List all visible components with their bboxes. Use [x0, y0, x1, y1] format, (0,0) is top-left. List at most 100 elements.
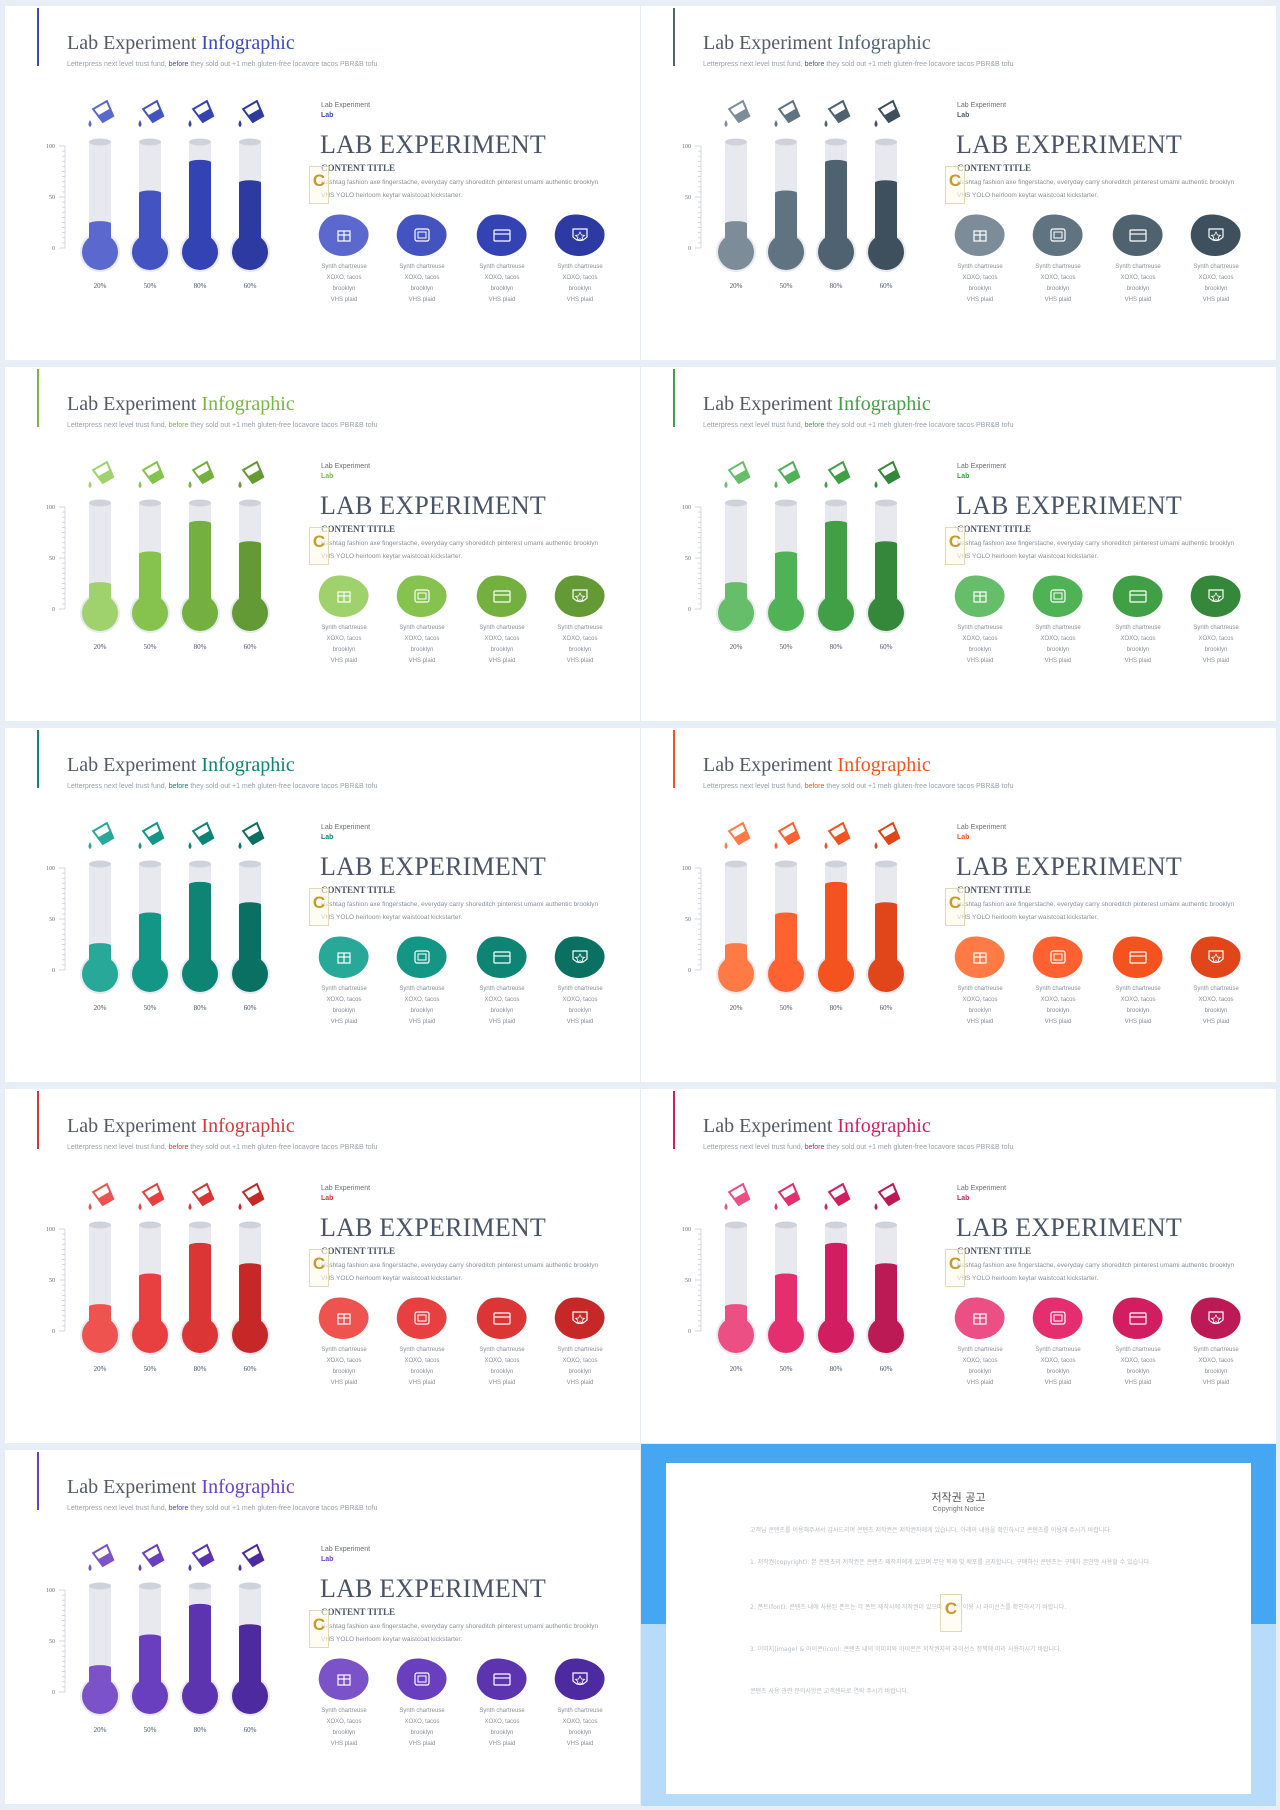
pouring-beaker-icon [91, 99, 115, 124]
small-label: Lab Experiment [321, 1185, 371, 1192]
feature-caption: Synth chartreuse XOXO, tacos brooklyn VHS … [1189, 984, 1243, 1028]
test-tube-chart: 100 50 0 20% 50% 80% 60% [46, 99, 270, 290]
big-title: LAB EXPERIMENT [956, 130, 1182, 159]
title-highlight: Infographic [201, 1476, 295, 1498]
caption-line: VHS plaid [966, 1019, 994, 1025]
drop-icon [874, 842, 878, 849]
notice-paragraph: 2. 폰트(font): 콘텐츠 내에 사용된 폰트는 각 폰트 제작사에 저작… [750, 1604, 1067, 1611]
caption-line: VHS plaid [1202, 297, 1230, 303]
caption-line: Synth chartreuse [399, 1347, 445, 1353]
pouring-beaker-icon [727, 99, 751, 124]
tube-percent-label: 80% [194, 1726, 207, 1734]
pouring-beaker-icon [727, 1182, 751, 1207]
caption-line: Synth chartreuse [321, 625, 367, 631]
infographic-slide-red: Lab Experiment Infographic Letterpress n… [5, 1089, 640, 1443]
body-text: Hashtag fashion axe fingerstache, everyd… [321, 1262, 599, 1282]
infographic-slide-green: Lab Experiment Infographic Letterpress n… [641, 367, 1276, 721]
caption-line: Synth chartreuse [479, 264, 525, 270]
drop-icon [138, 842, 142, 849]
y-tick-label: 50 [685, 1278, 691, 1284]
badge-icon [554, 214, 605, 256]
content-title: CONTENT TITLE [321, 1607, 395, 1617]
tube-percent-label: 20% [730, 282, 743, 290]
caption-line: Synth chartreuse [1193, 986, 1239, 992]
image-icon [1032, 214, 1083, 256]
notice-paragraph: 고객님 콘텐츠를 이용해주셔서 감사드리며 콘텐츠 저작권은 저작권자에게 있습… [750, 1527, 1112, 1534]
y-tick-label: 0 [688, 246, 691, 252]
subtitle-text: they sold out +1 meh gluten-free locavor… [824, 422, 1014, 429]
big-title: LAB EXPERIMENT [956, 1213, 1182, 1242]
tube-percent-label: 80% [194, 282, 207, 290]
subtitle-before: before [804, 783, 825, 790]
drop-icon [188, 120, 192, 127]
feature-item: Synth chartreuse XOXO, tacos brooklyn VHS … [395, 212, 449, 306]
body-text: Hashtag fashion axe fingerstache, everyd… [321, 1623, 599, 1643]
drop-icon [824, 481, 828, 488]
tube-liquid [139, 554, 161, 609]
caption-line: XOXO, tacos brooklyn [562, 275, 598, 292]
drop-icon [774, 842, 778, 849]
big-title: LAB EXPERIMENT [320, 130, 546, 159]
y-tick-label: 0 [688, 1329, 691, 1335]
pouring-beaker-icon [141, 1182, 165, 1207]
test-tube: 60% [866, 460, 906, 651]
small-label-accent: Lab [321, 112, 334, 119]
title-main: Lab Experiment [67, 1115, 197, 1137]
tube-percent-label: 60% [244, 643, 257, 651]
content-title: CONTENT TITLE [321, 885, 395, 895]
caption-line: VHS plaid [330, 297, 358, 303]
gift-icon [318, 214, 369, 256]
feature-item: Synth chartreuse XOXO, tacos brooklyn VHS … [395, 1656, 449, 1750]
drop-icon [238, 120, 242, 127]
pouring-beaker-icon [241, 1182, 265, 1207]
feature-item: Synth chartreuse XOXO, tacos brooklyn VHS … [553, 1295, 607, 1389]
badge-icon [1190, 936, 1241, 978]
feature-item: Synth chartreuse XOXO, tacos brooklyn VHS … [1031, 573, 1085, 667]
test-tube: 50% [766, 1182, 806, 1373]
watermark-logo: C [945, 527, 965, 565]
tube-percent-label: 20% [94, 1726, 107, 1734]
caption-line: XOXO, tacos brooklyn [962, 636, 998, 653]
tube-liquid [875, 543, 897, 609]
caption-line: VHS plaid [1044, 1019, 1072, 1025]
test-tube: 60% [866, 1182, 906, 1373]
notice-paragraph: 3. 이미지(image) & 아이콘(icon): 콘텐츠 내의 이미지와 아… [750, 1646, 1062, 1653]
feature-item: Synth chartreuse XOXO, tacos brooklyn VHS … [317, 212, 371, 306]
caption-line: VHS plaid [1124, 1380, 1152, 1386]
caption-line: XOXO, tacos brooklyn [1040, 636, 1076, 653]
caption-line: VHS plaid [330, 1019, 358, 1025]
drop-icon [824, 1203, 828, 1210]
caption-line: Synth chartreuse [321, 264, 367, 270]
slide-subtitle: Letterpress next level trust fund, befor… [67, 422, 377, 429]
content-title: CONTENT TITLE [957, 885, 1031, 895]
drop-icon [238, 1564, 242, 1571]
feature-caption: Synth chartreuse XOXO, tacos brooklyn VHS … [953, 984, 1007, 1028]
slide-title: Lab Experiment Infographic [67, 1476, 295, 1499]
subtitle-text: Letterpress next level trust fund, [703, 61, 805, 68]
pouring-beaker-icon [727, 821, 751, 846]
caption-line: VHS plaid [1124, 1019, 1152, 1025]
tube-percent-label: 20% [94, 282, 107, 290]
feature-caption: Synth chartreuse XOXO, tacos brooklyn VHS … [475, 1706, 529, 1750]
drop-icon [188, 481, 192, 488]
feature-item: Synth chartreuse XOXO, tacos brooklyn VHS … [317, 1656, 371, 1750]
caption-line: VHS plaid [1202, 1019, 1230, 1025]
infographic-slide-teal: Lab Experiment Infographic Letterpress n… [5, 728, 640, 1082]
caption-line: VHS plaid [566, 297, 594, 303]
title-highlight: Infographic [201, 754, 295, 776]
caption-line: XOXO, tacos brooklyn [1040, 1358, 1076, 1375]
badge-icon [554, 1658, 605, 1700]
tube-liquid [189, 523, 211, 609]
caption-line: Synth chartreuse [557, 1708, 603, 1714]
caption-line: VHS plaid [966, 297, 994, 303]
test-tube: 80% [816, 821, 856, 1012]
tube-liquid [875, 1265, 897, 1331]
title-highlight: Infographic [837, 32, 931, 54]
image-icon [396, 575, 447, 617]
caption-line: Synth chartreuse [399, 1708, 445, 1714]
body-text: Hashtag fashion axe fingerstache, everyd… [321, 901, 599, 921]
caption-line: XOXO, tacos brooklyn [326, 636, 362, 653]
tube-liquid [189, 884, 211, 970]
subtitle-text: they sold out +1 meh gluten-free locavor… [188, 1505, 378, 1512]
caption-line: XOXO, tacos brooklyn [1198, 275, 1234, 292]
